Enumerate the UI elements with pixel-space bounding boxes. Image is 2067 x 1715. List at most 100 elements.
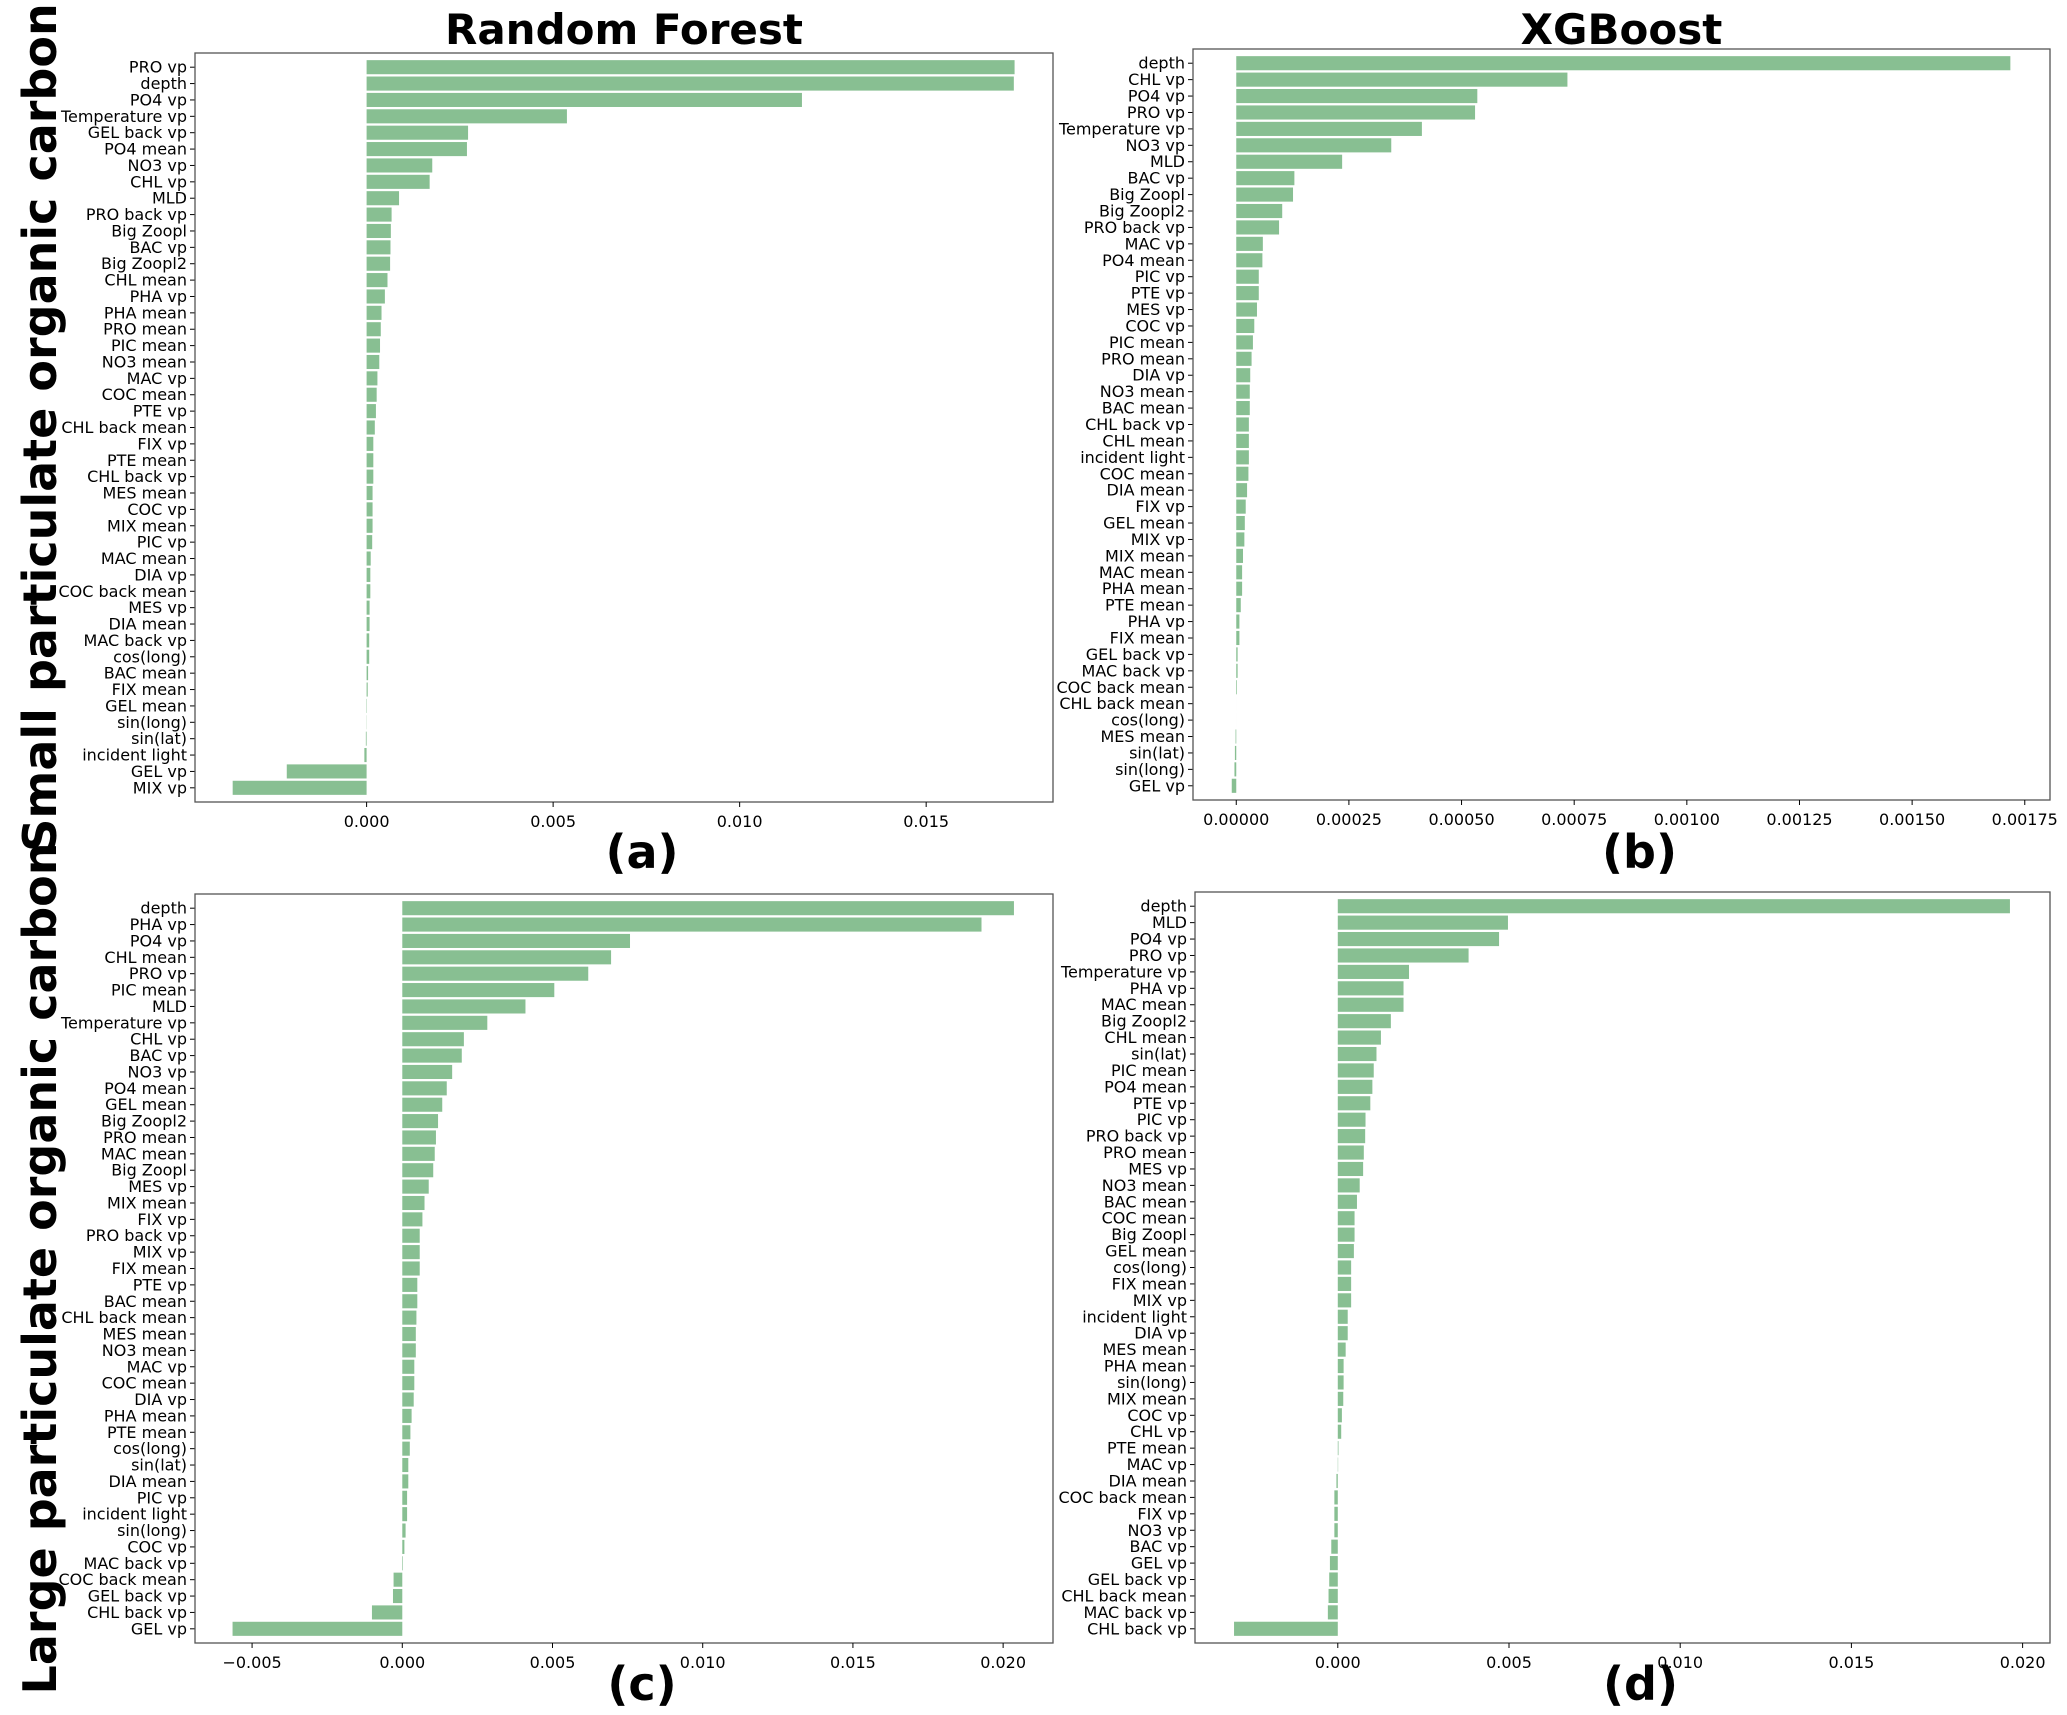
bar [1337,1096,1371,1111]
bar [1337,1260,1352,1275]
bar [402,1294,418,1309]
y-tick-label: NO3 vp [1126,136,1185,155]
y-tick-label: PTE mean [107,1423,187,1442]
bar [1236,598,1241,613]
x-tick-label: 0.00000 [1203,810,1269,829]
x-tick-label: 0.00100 [1654,810,1720,829]
bar [402,1130,436,1145]
y-tick-label: NO3 vp [128,156,187,175]
bar [1236,630,1240,646]
y-tick-label: COC mean [1100,464,1185,483]
bar [1327,1605,1338,1620]
y-tick-label: Temperature vp [1060,962,1187,981]
y-tick-label: Temperature vp [60,107,187,126]
bar [366,682,368,697]
bar [1236,581,1243,596]
y-tick-label: MAC mean [1101,995,1187,1014]
bar [1236,88,1478,104]
y-tick-label: Temperature vp [60,1013,187,1032]
y-tick-label: DIA vp [1134,1324,1187,1343]
y-tick-label: BAC vp [129,238,187,257]
y-tick-label: DIA mean [1109,1471,1187,1490]
y-tick-label: DIA vp [1132,366,1185,385]
y-tick-label: Big Zoopl2 [1101,1012,1187,1031]
bar [402,1441,410,1456]
bar [402,1490,408,1505]
bar [393,1572,403,1587]
panel-label: (b) [1602,825,1677,879]
y-tick-label: GEL back vp [88,1587,187,1606]
bar [402,1228,420,1243]
bar [1236,171,1295,186]
y-tick-label: PIC vp [137,533,187,552]
y-tick-label: PHA vp [130,287,187,306]
y-tick-label: GEL vp [1131,1554,1187,1573]
y-tick-label: BAC vp [1129,1537,1187,1556]
y-tick-label: MIX mean [1105,546,1185,565]
bar [402,1032,464,1047]
y-tick-label: COC vp [127,500,187,519]
y-tick-label: PRO back vp [86,205,187,224]
chart-title: XGBoost [1521,5,1723,54]
y-tick-label: GEL mean [105,1095,187,1114]
bar [366,584,371,599]
y-tick-label: PHA vp [1128,612,1185,631]
y-tick-label: BAC mean [104,664,187,683]
bar [402,901,1014,916]
y-tick-label: COC back mean [1058,1488,1187,1507]
y-tick-label: GEL back vp [88,123,187,142]
y-tick-label: BAC mean [1102,399,1185,418]
y-tick-label: PO4 vp [1130,930,1187,949]
bar [1337,1391,1344,1406]
bar [366,207,392,222]
y-tick-label: FIX mean [1112,1274,1187,1293]
y-tick-label: PO4 vp [130,90,187,109]
bar [402,1408,412,1423]
y-tick-label: NO3 vp [1128,1521,1187,1540]
y-tick-label: CHL vp [130,1030,187,1049]
y-tick-label: NO3 mean [102,352,187,371]
y-tick-label: PRO vp [129,58,187,77]
y-tick-label: PIC vp [137,1488,187,1507]
y-tick-label: sin(long) [1117,1373,1187,1392]
y-tick-label: MIX mean [107,516,187,535]
y-tick-label: PIC mean [1111,1061,1187,1080]
row-label: Small particulate organic carbon [13,3,67,851]
bar [366,551,371,566]
y-tick-label: MES vp [128,1177,187,1196]
bar [366,649,370,664]
y-tick-label: PTE mean [107,451,187,470]
y-tick-label: BAC mean [104,1292,187,1311]
bar [1234,762,1237,777]
bar [1328,1588,1338,1604]
bar [366,109,567,124]
y-tick-label: PRO back vp [86,1226,187,1245]
bar [1236,335,1253,350]
bar [1337,1342,1346,1357]
bar [1337,1178,1360,1193]
bar [366,371,378,386]
y-tick-label: GEL vp [131,1619,187,1638]
bar [1236,203,1283,219]
y-tick-label: MLD [1150,152,1185,171]
bar [366,404,376,419]
y-tick-label: CHL back mean [61,1308,187,1327]
y-tick-label: NO3 mean [1100,382,1185,401]
bar [366,600,370,615]
bar [366,518,373,533]
axes-frame [1194,891,2051,1644]
y-tick-label: CHL back vp [87,467,187,486]
y-tick-label: MAC mean [1099,563,1185,582]
bar [402,1425,411,1440]
bar [1236,72,1568,87]
bar [1236,433,1249,448]
x-tick-label: 0.015 [830,1653,876,1672]
y-tick-label: PIC mean [1109,333,1185,352]
x-tick-label: 0.00075 [1541,810,1607,829]
y-tick-label: PIC mean [111,981,187,1000]
y-tick-label: MAC vp [127,1357,187,1376]
bar [1236,286,1259,301]
y-tick-label: PHA mean [1102,579,1185,598]
y-tick-label: MAC mean [101,1144,187,1163]
bar [232,780,367,795]
